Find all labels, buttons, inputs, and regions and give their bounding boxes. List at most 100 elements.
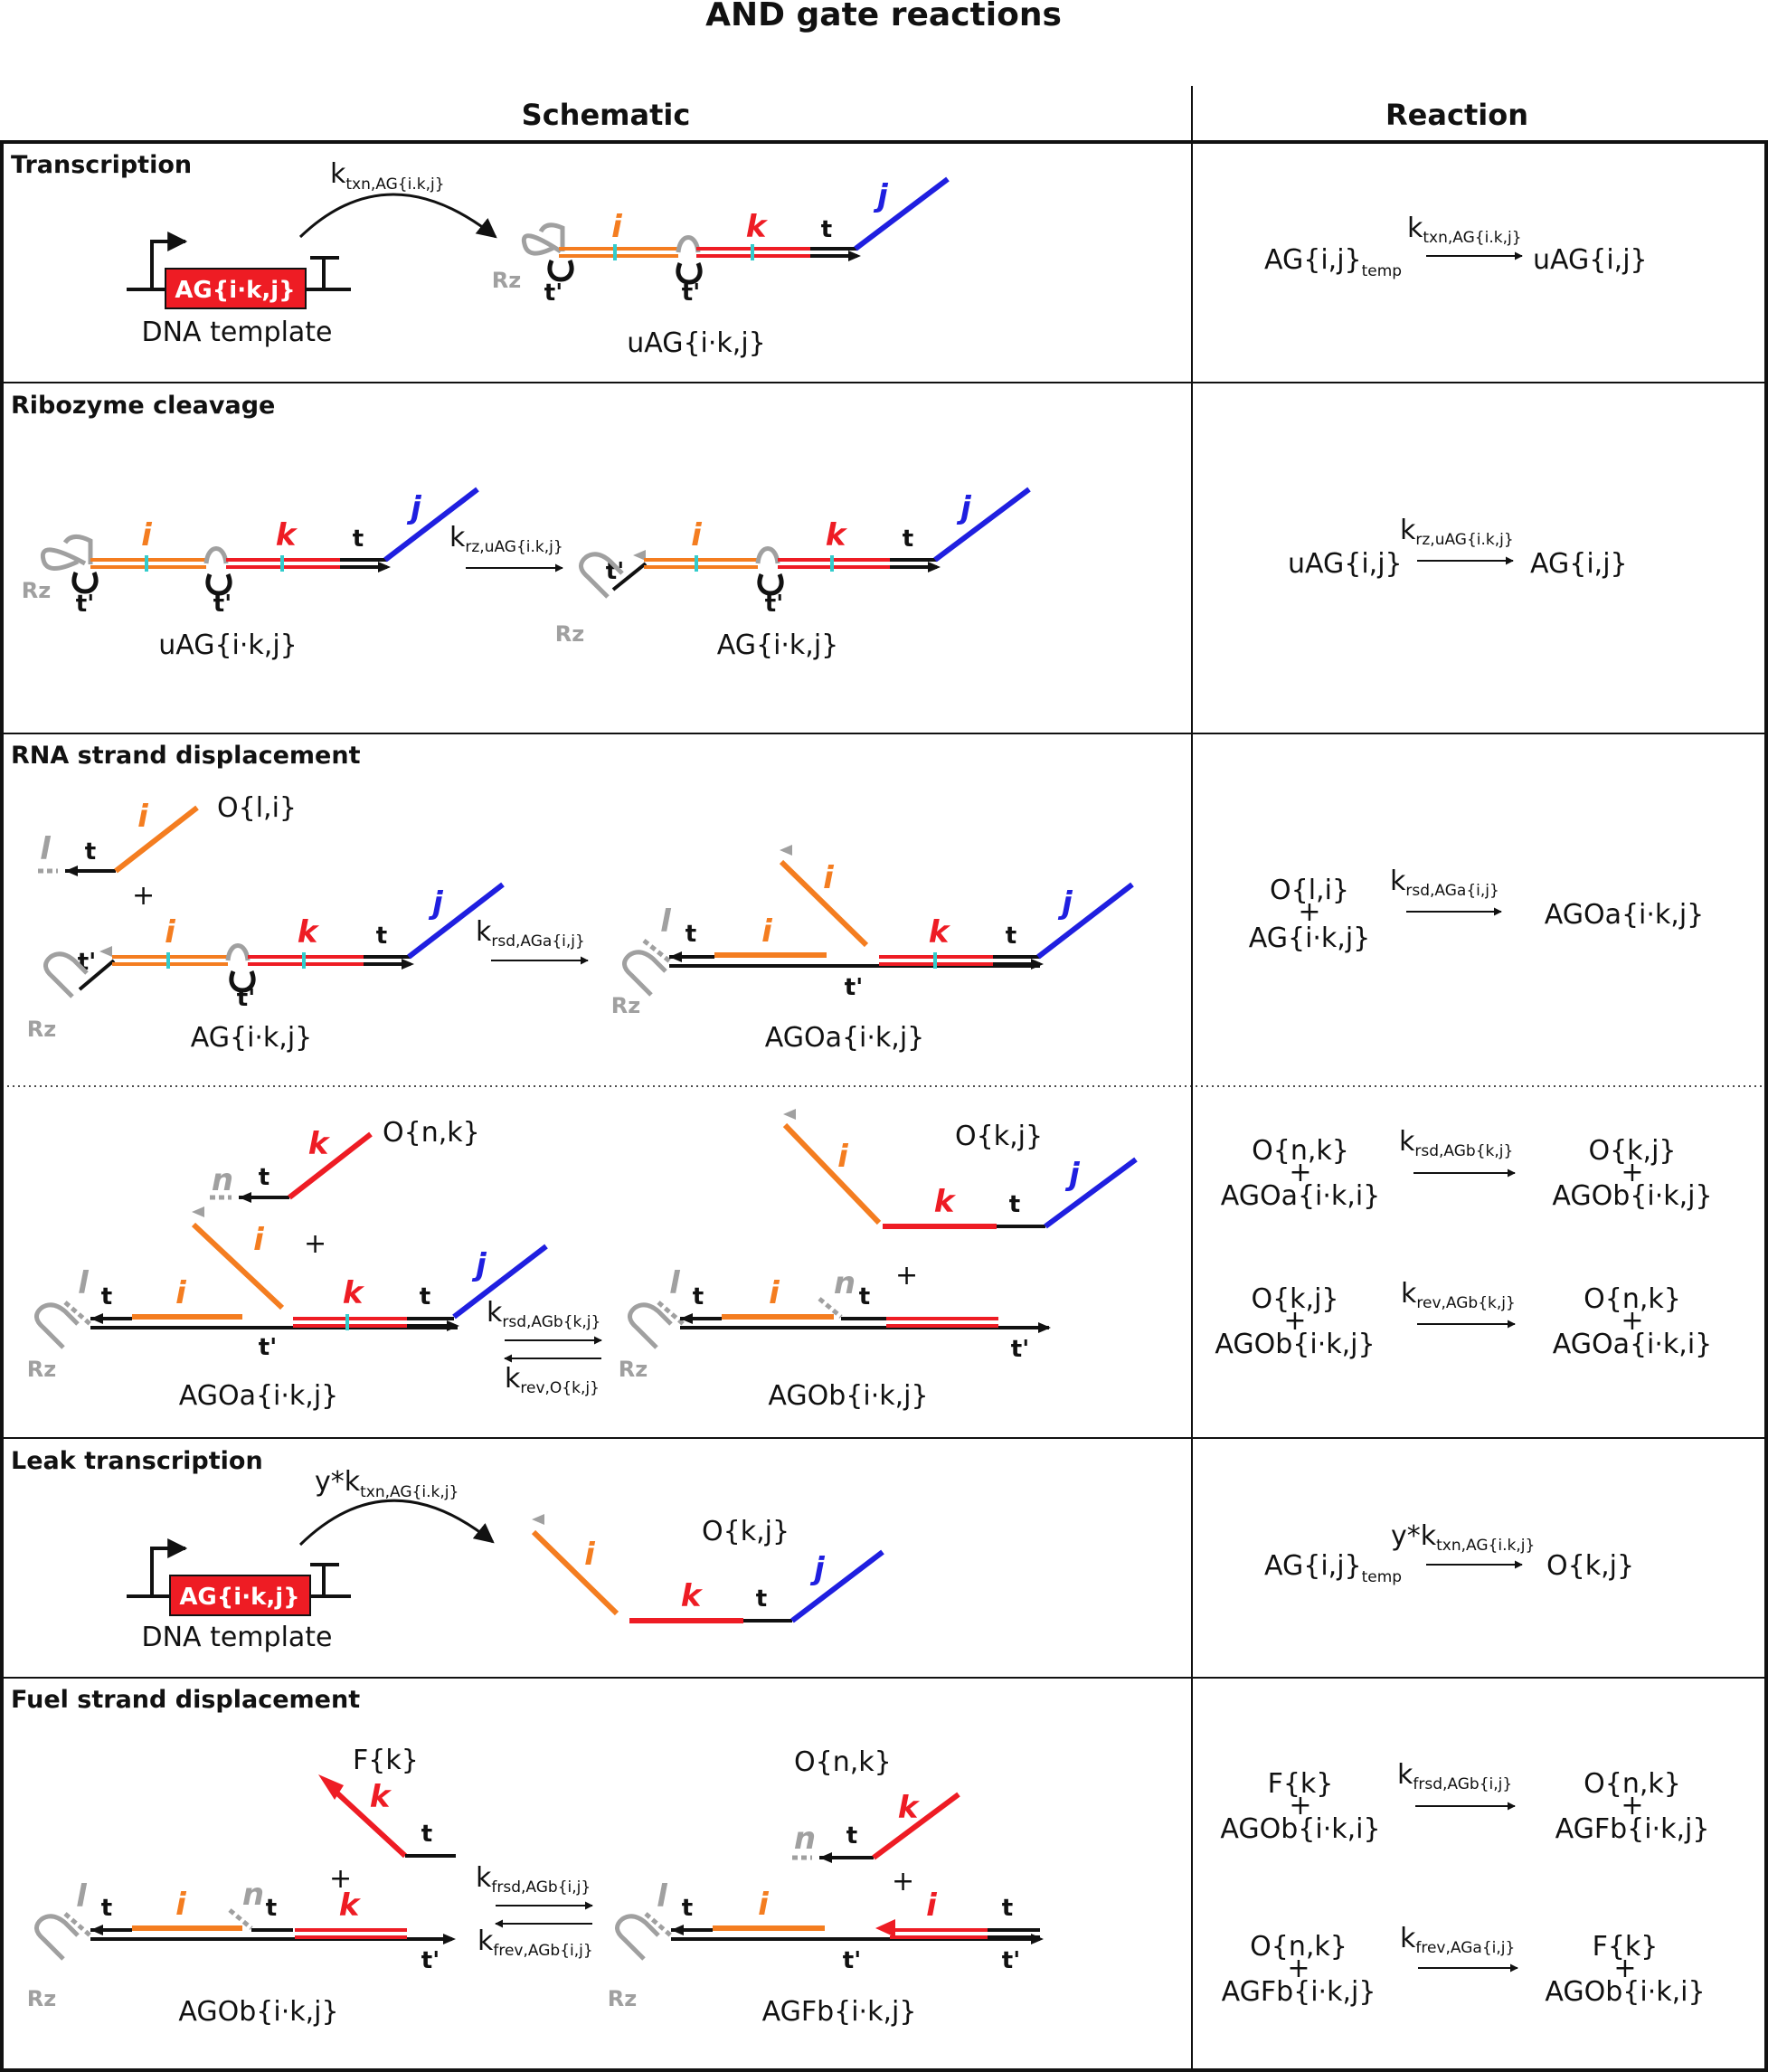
domain-j (407, 882, 505, 960)
toehold-label: t (821, 216, 832, 243)
svg-text:AGOa{i·k,i}: AGOa{i·k,i} (1221, 1180, 1381, 1212)
domain-i (114, 805, 199, 874)
fuel-label: F{k} (353, 1745, 419, 1776)
domain-label-k: k (929, 914, 951, 951)
hairpin-t-prime (229, 970, 256, 993)
domain-label-k: k (308, 1126, 331, 1162)
svg-text:AGOa{i·k,i}: AGOa{i·k,i} (1553, 1329, 1713, 1360)
strand-end-arrow (783, 1109, 796, 1120)
rz-label: Rz (492, 268, 521, 293)
svg-text:AGOb{i·k,j}: AGOb{i·k,j} (1215, 1329, 1375, 1360)
input-strand-oli: l t i (38, 799, 199, 876)
domain-label-i: i (175, 1275, 187, 1311)
toehold-label: t (1009, 1191, 1020, 1218)
agob-complex-fuel: Rzl t i n t kt' (27, 1877, 456, 2011)
toehold-label: t (376, 922, 387, 950)
svg-text:+: + (1621, 1157, 1643, 1188)
domain-label-l: l (657, 1878, 668, 1915)
rz-label: Rz (27, 1017, 56, 1042)
strand-end-arrow (99, 946, 112, 957)
svg-text:O{k,j}: O{k,j} (1588, 1135, 1676, 1167)
agoa-complex: Rzl t it'ik tj (611, 845, 1134, 1018)
strand-end-arrow (928, 562, 941, 572)
domain-l (644, 1912, 675, 1939)
output-strand-okj: i k t j (782, 1109, 1138, 1229)
domain-label-l: l (78, 1265, 90, 1301)
domain-l (63, 1912, 94, 1939)
domain-k (288, 1131, 373, 1200)
domain-label-i: i (691, 517, 703, 553)
toehold-label: t (266, 1895, 277, 1922)
toehold-label: t (101, 1283, 112, 1310)
plus-sign: + (895, 1260, 918, 1291)
strand-end-arrow (848, 251, 861, 261)
output-strand-onk-fuel: n tk (792, 1790, 960, 1863)
rz-label: Rz (27, 1986, 56, 2011)
toehold-label: t' (682, 279, 700, 307)
rz-label: Rz (619, 1357, 648, 1382)
fuel-reverse-rate: kfrev,AGb{i,j} (477, 1925, 593, 1960)
section-title-fuel-strand-displacement: Fuel strand displacement (11, 1686, 360, 1714)
output-label-okj: O{k,j} (955, 1121, 1043, 1152)
section-title-leak-transcription: Leak transcription (11, 1447, 263, 1475)
svg-text:O{n,k}: O{n,k} (1584, 1283, 1681, 1315)
domain-t-prime (78, 959, 116, 991)
toehold-label: t' (259, 1334, 277, 1361)
toehold-label: t (693, 1283, 704, 1310)
uag-strand-cleavage: Rz t' i t' k t j (22, 487, 479, 618)
svg-text:uAG{i,j}: uAG{i,j} (1288, 548, 1403, 580)
hairpin-t-prime (676, 262, 703, 285)
domain-label-j: j (428, 885, 444, 922)
toehold-label: t (685, 921, 696, 948)
toehold-label: t (1002, 1895, 1013, 1922)
reaction-fuel: F{k} + AGOb{i·k,i} kfrsd,AGb{i,j} O{n,k}… (1220, 1759, 1709, 2008)
domain-label-k: k (681, 1578, 704, 1614)
output-strand-leak: i k t j (531, 1514, 884, 1623)
toehold-label: t (903, 525, 913, 553)
output-label-leak: O{k,j} (702, 1516, 789, 1547)
domain-label-k: k (746, 209, 769, 245)
svg-text:O{n,k}: O{n,k} (1584, 1768, 1681, 1800)
svg-text:AG{i,j}temp: AG{i,j}temp (1264, 1550, 1402, 1586)
toehold-label: t (859, 1283, 870, 1310)
linker (755, 546, 780, 564)
hairpin-t-prime (71, 572, 99, 594)
svg-text:+: + (1287, 1953, 1309, 1984)
toehold-label: t' (843, 1947, 861, 1974)
reaction-rsd-a: O{l,i} + AG{i·k,j} krsd,AGa{i,j} AGOa{i·… (1249, 866, 1705, 954)
toehold-label: t (1006, 922, 1016, 950)
rsd-forward-rate: krsd,AGb{k,j} (487, 1297, 600, 1331)
domain-label-n: n (242, 1877, 264, 1913)
domain-label-i: i (823, 860, 835, 896)
plus-sign: + (892, 1866, 914, 1897)
domain-label-l: l (76, 1878, 88, 1915)
plus-sign: + (304, 1228, 326, 1260)
domain-i (531, 1529, 619, 1616)
domain-n (228, 1908, 253, 1930)
svg-text:F{k}: F{k} (1268, 1768, 1334, 1800)
svg-text:AG{i·k,j}: AG{i·k,j} (1249, 922, 1371, 954)
domain-label-i: i (141, 517, 153, 553)
svg-text:AGOb{i·k,i}: AGOb{i·k,i} (1220, 1813, 1380, 1845)
strand-end-arrow (780, 845, 792, 856)
domain-label-j: j (873, 178, 889, 214)
domain-label-j: j (471, 1247, 487, 1283)
toehold-label: t (259, 1164, 269, 1191)
strand-end-arrow (1031, 959, 1044, 970)
rz-label: Rz (22, 578, 51, 603)
toehold-label: t (682, 1895, 693, 1922)
linker (676, 235, 701, 253)
ribozyme-icon (615, 1914, 660, 1961)
header-reaction: Reaction (1385, 98, 1528, 132)
toehold-label: t (846, 1822, 857, 1850)
strand-end-arrow (192, 1206, 204, 1217)
toehold-label: t' (606, 558, 624, 585)
linker (203, 546, 229, 564)
toehold-label: t (756, 1585, 767, 1613)
rsd-rate: krsd,AGa{i,j} (476, 916, 585, 951)
template-label: AG{i·k,j} (179, 1584, 299, 1611)
linker (225, 943, 251, 961)
domain-label-i: i (611, 209, 623, 245)
section-title-ribozyme-cleavage: Ribozyme cleavage (11, 392, 275, 420)
